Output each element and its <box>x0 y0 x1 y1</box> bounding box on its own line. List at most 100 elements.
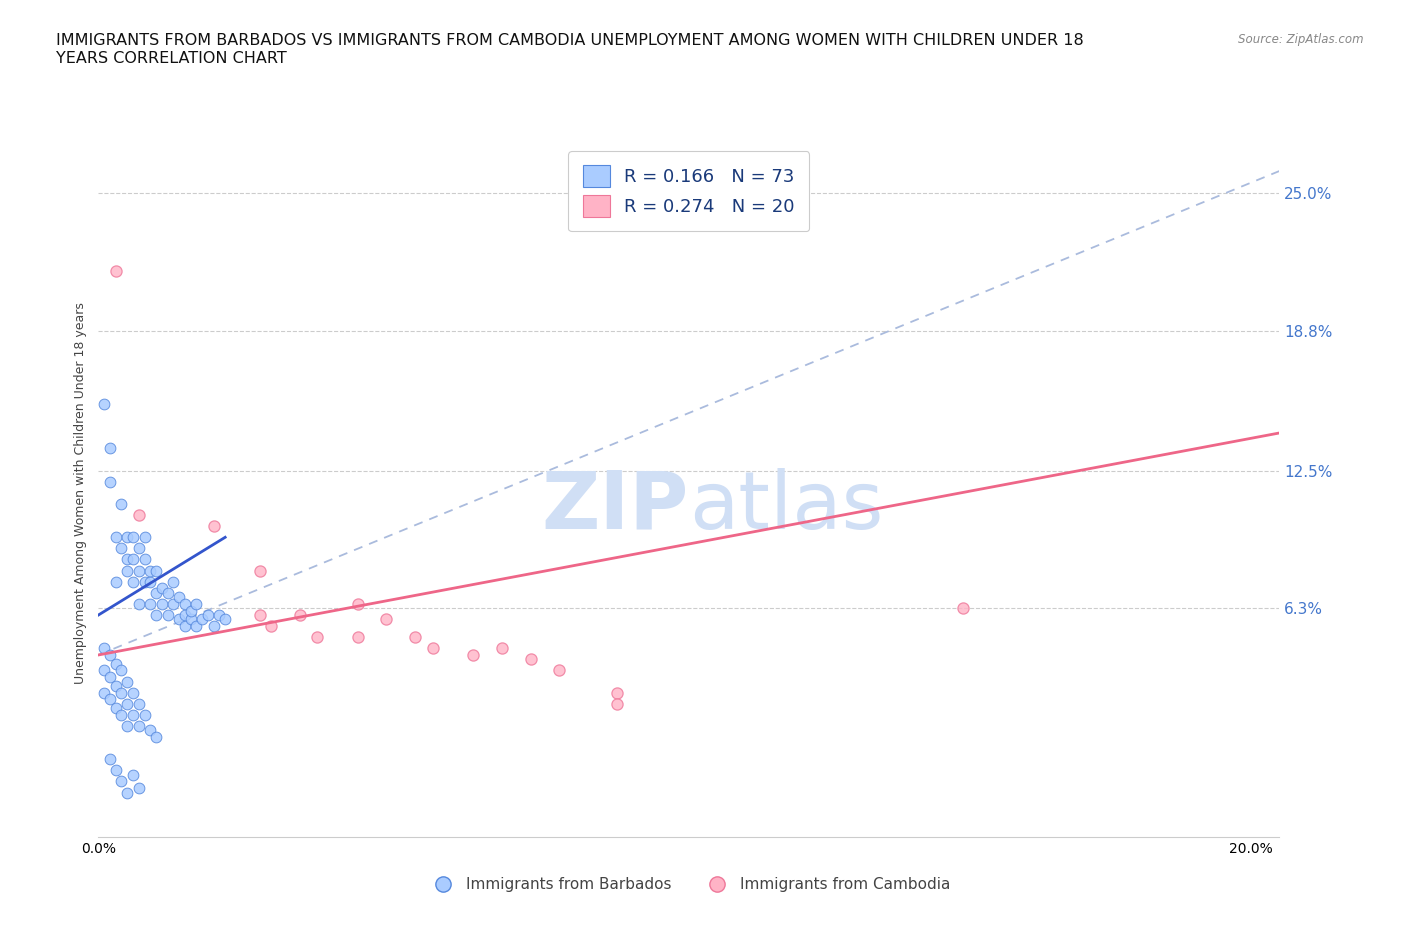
Text: atlas: atlas <box>689 468 883 546</box>
Point <box>260 618 283 633</box>
Point <box>115 564 138 578</box>
Point <box>346 596 368 611</box>
Point <box>134 574 156 589</box>
Point <box>98 474 121 489</box>
Point <box>249 564 271 578</box>
Text: ZIP: ZIP <box>541 468 689 546</box>
Legend: Immigrants from Barbados, Immigrants from Cambodia: Immigrants from Barbados, Immigrants fro… <box>422 871 956 898</box>
Point <box>128 508 150 523</box>
Point <box>115 674 138 689</box>
Point <box>145 607 167 622</box>
Point <box>93 397 115 412</box>
Point <box>156 585 179 600</box>
Point <box>202 519 225 534</box>
Point <box>98 670 121 684</box>
Point <box>104 679 127 694</box>
Point <box>606 697 628 711</box>
Point <box>104 263 127 278</box>
Point <box>128 780 150 795</box>
Point <box>548 663 571 678</box>
Y-axis label: Unemployment Among Women with Children Under 18 years: Unemployment Among Women with Children U… <box>73 302 87 684</box>
Point <box>197 607 219 622</box>
Point <box>214 612 236 627</box>
Point <box>606 685 628 700</box>
Point <box>191 612 214 627</box>
Point <box>249 607 271 622</box>
Point <box>346 630 368 644</box>
Point <box>180 612 202 627</box>
Point <box>288 607 311 622</box>
Point <box>139 723 162 737</box>
Point <box>98 441 121 456</box>
Point <box>134 708 156 723</box>
Text: YEARS CORRELATION CHART: YEARS CORRELATION CHART <box>56 51 287 66</box>
Point <box>145 564 167 578</box>
Point <box>115 530 138 545</box>
Point <box>145 730 167 745</box>
Point <box>115 552 138 567</box>
Point <box>110 663 132 678</box>
Text: IMMIGRANTS FROM BARBADOS VS IMMIGRANTS FROM CAMBODIA UNEMPLOYMENT AMONG WOMEN WI: IMMIGRANTS FROM BARBADOS VS IMMIGRANTS F… <box>56 33 1084 47</box>
Point <box>93 685 115 700</box>
Point <box>150 596 173 611</box>
Point <box>134 530 156 545</box>
Point <box>122 552 145 567</box>
Point <box>404 630 426 644</box>
Point <box>122 767 145 782</box>
Point <box>110 708 132 723</box>
Point <box>186 618 208 633</box>
Point <box>104 657 127 671</box>
Point <box>519 652 541 667</box>
Point <box>150 581 173 596</box>
Point <box>110 497 132 512</box>
Point <box>104 763 127 777</box>
Point <box>122 708 145 723</box>
Point <box>180 604 202 618</box>
Point <box>104 530 127 545</box>
Point <box>128 719 150 734</box>
Point <box>93 663 115 678</box>
Point <box>122 685 145 700</box>
Point <box>93 641 115 656</box>
Point <box>115 697 138 711</box>
Point <box>422 641 444 656</box>
Point <box>461 647 484 662</box>
Point <box>139 574 162 589</box>
Point <box>173 618 195 633</box>
Point <box>128 564 150 578</box>
Point <box>104 574 127 589</box>
Point <box>122 530 145 545</box>
Point <box>186 596 208 611</box>
Point <box>202 618 225 633</box>
Point <box>115 719 138 734</box>
Point <box>134 552 156 567</box>
Point <box>173 607 195 622</box>
Point <box>110 685 132 700</box>
Point <box>162 574 184 589</box>
Point <box>128 596 150 611</box>
Point <box>122 574 145 589</box>
Point <box>128 541 150 556</box>
Point <box>139 564 162 578</box>
Point <box>98 692 121 707</box>
Point <box>173 596 195 611</box>
Point <box>156 607 179 622</box>
Point <box>128 697 150 711</box>
Point <box>110 774 132 789</box>
Point <box>208 607 231 622</box>
Point <box>110 541 132 556</box>
Point <box>98 647 121 662</box>
Text: Source: ZipAtlas.com: Source: ZipAtlas.com <box>1239 33 1364 46</box>
Point <box>162 596 184 611</box>
Point <box>104 701 127 716</box>
Point <box>491 641 513 656</box>
Point <box>952 601 974 616</box>
Point <box>139 596 162 611</box>
Point <box>307 630 329 644</box>
Point <box>145 585 167 600</box>
Point <box>375 612 398 627</box>
Point <box>98 751 121 766</box>
Point <box>115 785 138 800</box>
Point <box>167 590 190 604</box>
Point <box>167 612 190 627</box>
